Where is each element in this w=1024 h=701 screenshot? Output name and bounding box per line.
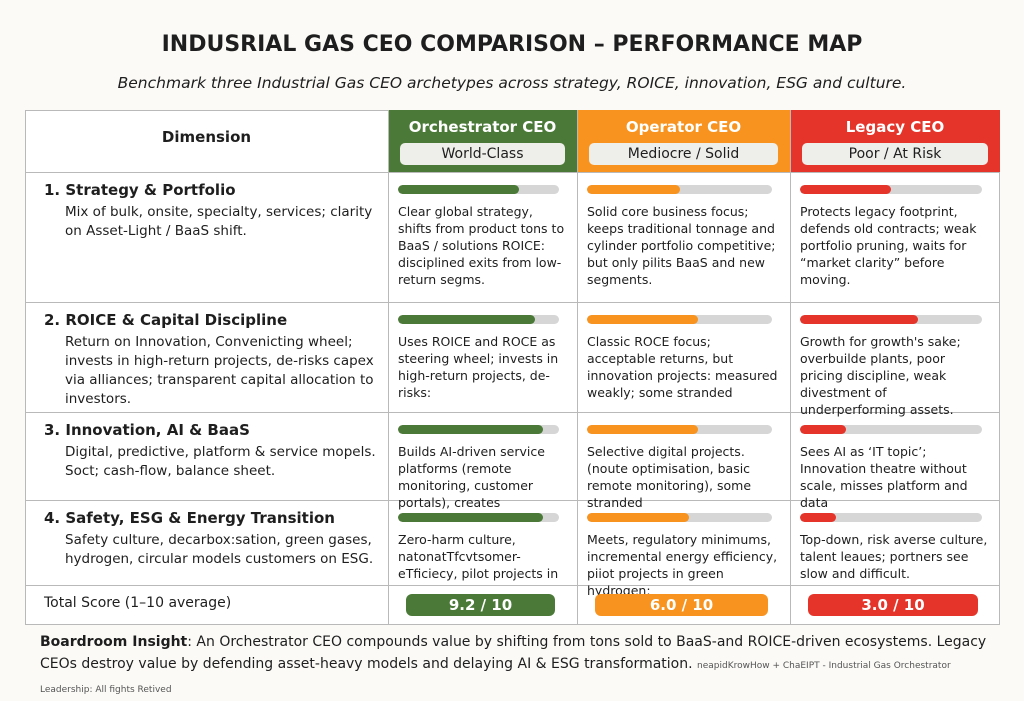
cell-text: Zero-harm culture, natonatTfcvtsomer-eTf… (398, 532, 559, 581)
bar-fill (800, 315, 919, 324)
cell-text: Builds AI-driven service platforms (remo… (398, 444, 545, 510)
bar-fill (398, 185, 519, 194)
insight-label: Boardroom Insight (40, 634, 188, 650)
row-divider (25, 412, 1000, 413)
bar-track (398, 315, 559, 324)
table (25, 110, 1000, 625)
bar-fill (587, 315, 698, 324)
bar-track (587, 185, 772, 194)
row-description: Safety culture, decarbox:sation, green g… (65, 532, 374, 567)
bar-track (587, 315, 772, 324)
row-title: 4. Safety, ESG & Energy Transition (44, 509, 335, 527)
bar-track (800, 425, 982, 434)
footer: Boardroom Insight: An Orchestrator CEO c… (40, 631, 1000, 701)
cell-text: Selective digital projects. (noute optim… (587, 444, 752, 510)
column-name: Operator CEO (625, 118, 742, 136)
row-title: 3. Innovation, AI & BaaS (44, 421, 250, 439)
bar-fill (398, 315, 535, 324)
bar-track (800, 315, 982, 324)
row-description: Mix of bulk, onsite, specialty, services… (65, 204, 373, 239)
subtitle: Benchmark three Industrial Gas CEO arche… (117, 74, 907, 92)
bar-fill (800, 425, 846, 434)
bar-track (398, 513, 559, 522)
bar-fill (800, 185, 891, 194)
cell-text: Growth for growth's sake; overbuilde pla… (800, 334, 961, 417)
column-name: Legacy CEO (845, 118, 945, 136)
rating: Poor / At Risk (802, 143, 988, 165)
cell-text: Classic ROCE focus; acceptable returns, … (587, 334, 778, 400)
insight: : An Orchestrator CEO compounds value by… (40, 634, 987, 672)
column-name: Orchestrator CEO (408, 118, 557, 136)
total-score: 9.2 / 10 (406, 594, 555, 616)
bar-track (587, 513, 772, 522)
rating: Mediocre / Solid (589, 143, 778, 165)
row-divider (25, 500, 1000, 501)
row-description: Digital, predictive, platform & service … (65, 444, 376, 479)
total-label: Total Score (1–10 average) (44, 595, 232, 611)
bar-fill (398, 425, 543, 434)
column-divider (577, 110, 578, 625)
cell-text: Sees AI as ‘IT topic’; Innovation theatr… (800, 444, 968, 510)
row-divider (25, 585, 1000, 586)
row-title: 1. Strategy & Portfolio (44, 181, 236, 199)
bar-track (800, 185, 982, 194)
total-score: 3.0 / 10 (808, 594, 978, 616)
cell-text: Top-down, risk averse culture, talent le… (800, 532, 988, 581)
row-description: Return on Innovation, Convenicting wheel… (65, 334, 374, 407)
bar-track (587, 425, 772, 434)
cell-text: Uses ROICE and ROCE as steering wheel; i… (398, 334, 559, 400)
cell-text: Protects legacy footprint, defends old c… (800, 204, 977, 287)
cell-text: Meets, regulatory minimums, incremental … (587, 532, 778, 598)
rating: World-Class (400, 143, 565, 165)
row-title: 2. ROICE & Capital Discipline (44, 311, 288, 329)
row-divider (25, 172, 1000, 173)
bar-track (398, 185, 559, 194)
bar-fill (587, 513, 689, 522)
column-divider (790, 110, 791, 625)
title: INDUSRIAL GAS CEO COMPARISON – PERFORMAN… (161, 32, 863, 57)
bar-fill (398, 513, 543, 522)
bar-track (398, 425, 559, 434)
page: INDUSRIAL GAS CEO COMPARISON – PERFORMAN… (25, 32, 1000, 695)
bar-fill (587, 185, 680, 194)
total-score: 6.0 / 10 (595, 594, 768, 616)
bar-fill (587, 425, 698, 434)
dimension-header: Dimension (161, 128, 252, 146)
bar-fill (800, 513, 837, 522)
cell-text: Solid core business focus; keeps traditi… (587, 204, 776, 287)
cell-text: Clear global strategy, shifts from produ… (398, 204, 565, 287)
bar-track (800, 513, 982, 522)
row-divider (25, 302, 1000, 303)
column-divider (388, 110, 389, 625)
